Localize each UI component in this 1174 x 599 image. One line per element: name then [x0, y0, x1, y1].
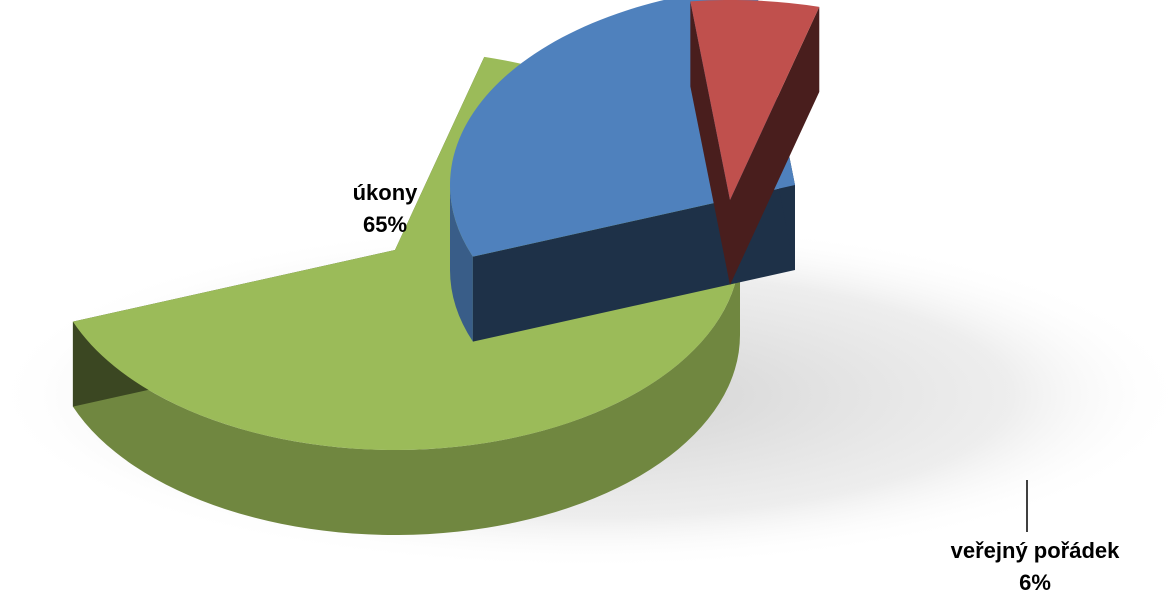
pie-slice-cut-1-0	[472, 185, 795, 342]
data-label-category-0: úkony	[353, 180, 419, 205]
pie-slice-cut-2-0	[690, 1, 730, 286]
pie-slice-cut-2-1	[730, 6, 820, 286]
pie-slice-top-2	[690, 0, 820, 200]
data-label-value-0: 65%	[363, 212, 407, 237]
data-label-category-2: veřejný pořádek	[951, 538, 1121, 563]
data-label-value-2: 6%	[1019, 570, 1051, 594]
pie-slice-side-0-0	[72, 250, 741, 535]
pie-slice-side-1-0	[450, 185, 473, 342]
data-label-category-1: doprava	[902, 130, 988, 155]
data-label-value-1: 29%	[923, 162, 967, 187]
pie-slice-2	[690, 0, 820, 286]
